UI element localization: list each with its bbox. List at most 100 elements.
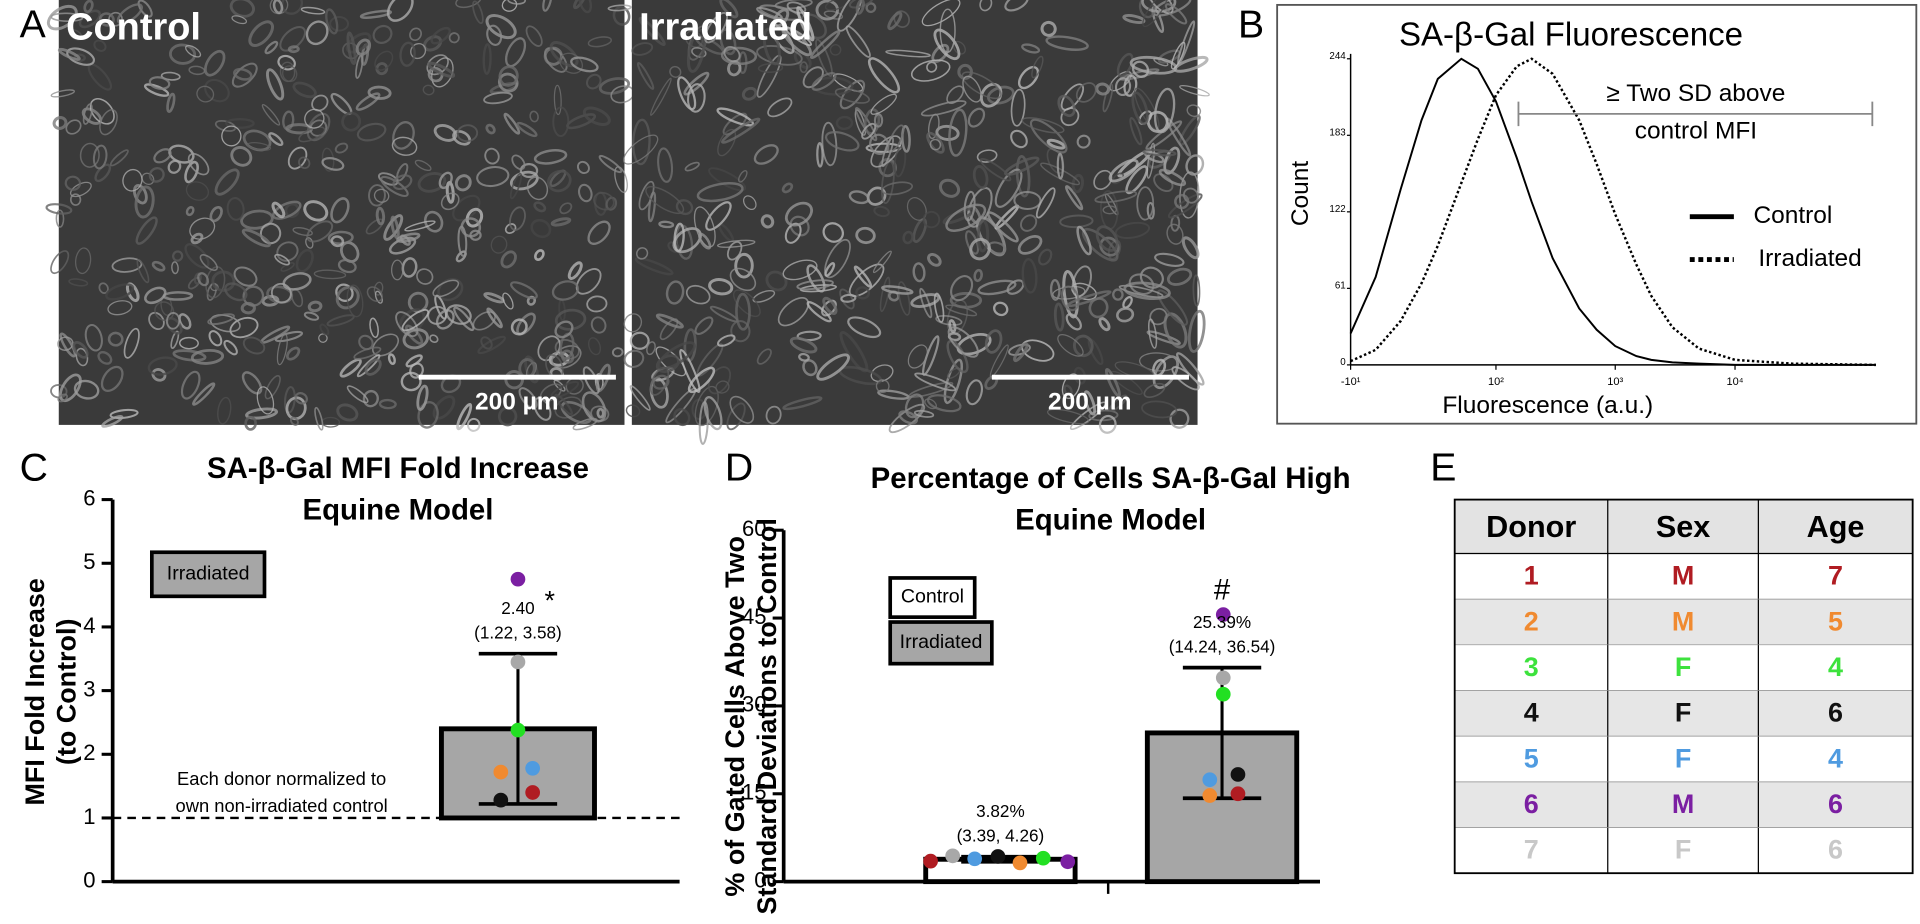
cell-texture <box>329 16 350 32</box>
table-cell: 1 <box>1524 561 1539 591</box>
table-cell: M <box>1672 789 1694 819</box>
cell-texture <box>646 341 656 356</box>
annotation: Each donor normalized to <box>177 768 386 789</box>
cell-texture <box>148 167 165 183</box>
cell-texture <box>1111 172 1125 185</box>
cell-texture <box>534 249 545 261</box>
cell-texture <box>204 49 226 77</box>
donor-point <box>1035 850 1051 866</box>
cell-texture <box>167 159 182 174</box>
cell-texture <box>703 396 723 431</box>
cell-texture <box>560 349 575 364</box>
cell-texture <box>486 307 503 329</box>
cell-texture <box>984 329 1003 354</box>
table-cell: 5 <box>1828 606 1843 636</box>
cell-texture <box>392 121 415 150</box>
table-row-bg <box>1454 599 1913 645</box>
cell-texture <box>1146 110 1169 133</box>
cell-texture <box>1061 373 1081 400</box>
annotation: control MFI <box>1635 118 1757 145</box>
cell-texture <box>268 132 284 147</box>
cell-texture <box>530 218 552 239</box>
cell-texture <box>1004 156 1040 176</box>
cell-texture <box>497 406 518 427</box>
cell-texture <box>300 6 326 15</box>
cell-texture <box>356 354 381 378</box>
cell-texture <box>765 405 782 425</box>
cell-texture <box>756 6 783 20</box>
table-cell: 4 <box>1828 652 1843 682</box>
cell-texture <box>657 341 696 370</box>
micrograph-background <box>58 0 625 425</box>
cell-texture <box>378 398 397 410</box>
cell-texture <box>355 92 381 111</box>
cell-texture <box>726 240 743 261</box>
cell-texture <box>698 232 712 250</box>
cell-texture <box>950 275 974 302</box>
cell-texture <box>375 206 386 226</box>
cell-texture <box>645 186 685 215</box>
cell-texture <box>893 145 907 178</box>
cell-texture <box>84 324 103 352</box>
x-tick-label: 10⁴ <box>1727 376 1744 388</box>
cell-texture <box>881 285 914 295</box>
cell-texture <box>881 136 894 168</box>
cell-texture <box>1108 394 1128 412</box>
cell-texture <box>1094 190 1138 204</box>
cell-texture <box>1072 334 1094 358</box>
cell-texture <box>134 185 155 219</box>
significance-mark: # <box>1214 573 1231 606</box>
cell-texture <box>551 280 580 301</box>
y-tick-label: 30 <box>742 692 767 717</box>
cell-texture <box>1116 307 1135 323</box>
cell-texture <box>414 159 432 172</box>
x-tick-label: 10² <box>1488 376 1504 388</box>
cell-texture <box>1146 201 1155 220</box>
cell-texture <box>178 313 192 330</box>
cell-texture <box>305 20 329 46</box>
cell-texture <box>979 0 993 12</box>
cell-texture <box>400 371 422 392</box>
cell-texture <box>1154 252 1185 267</box>
cell-texture <box>576 160 590 175</box>
cell-texture <box>1104 368 1121 398</box>
cell-texture <box>1148 0 1174 14</box>
cell-texture <box>1102 83 1114 113</box>
cell-texture <box>153 148 172 164</box>
table-cell: 6 <box>1828 789 1843 819</box>
histogram-line <box>1350 57 1876 367</box>
cell-texture <box>705 201 732 231</box>
cell-texture <box>460 217 482 238</box>
cell-texture <box>314 406 324 431</box>
cell-texture <box>226 197 245 221</box>
cell-texture <box>480 336 493 350</box>
y-axis-label: Standard Deviations to Control <box>752 518 782 914</box>
cell-texture <box>781 182 794 194</box>
cell-texture <box>341 111 362 132</box>
cell-texture <box>867 57 901 94</box>
cell-texture <box>101 414 124 428</box>
cell-texture <box>550 380 580 399</box>
cell-texture <box>223 339 238 356</box>
cell-texture <box>46 4 78 31</box>
cell-texture <box>465 207 484 228</box>
cell-texture <box>82 103 93 125</box>
cell-texture <box>170 330 180 350</box>
cell-texture <box>240 209 274 230</box>
cell-texture <box>1123 74 1138 97</box>
cell-texture <box>665 280 685 305</box>
y-tick-label: 0 <box>83 867 95 892</box>
cell-texture <box>821 121 838 167</box>
cell-texture <box>647 191 657 223</box>
donor-point <box>493 792 509 808</box>
table-header: Age <box>1807 510 1865 544</box>
cell-texture <box>834 87 870 104</box>
cell-texture <box>845 25 871 58</box>
cell-texture <box>741 86 758 101</box>
cell-texture <box>247 141 272 151</box>
cell-texture <box>455 0 482 9</box>
cell-texture <box>732 289 761 318</box>
cell-texture <box>720 46 758 66</box>
cell-texture <box>79 142 100 168</box>
cell-texture <box>994 168 1023 208</box>
